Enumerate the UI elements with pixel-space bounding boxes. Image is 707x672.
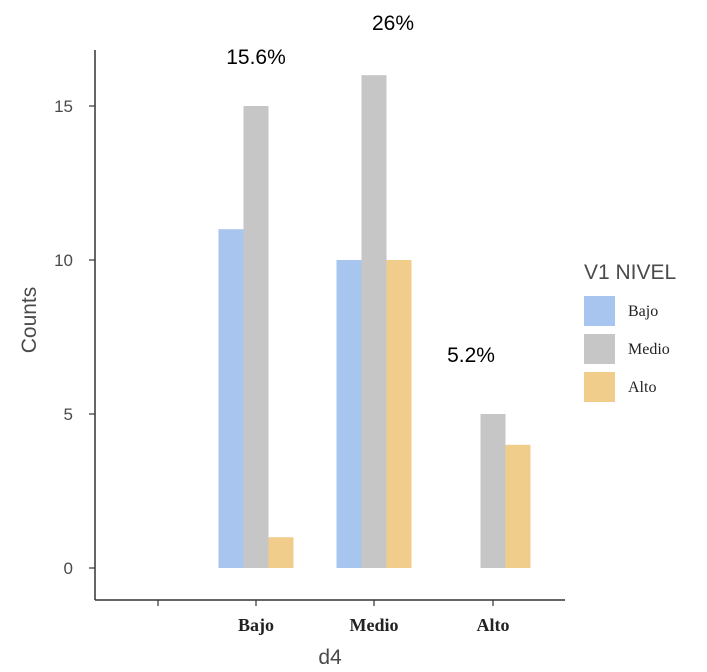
bar-alto-alto <box>505 444 531 568</box>
plot-area: 0 5 10 15 Bajo Medio Alto d4 Counts <box>18 50 565 669</box>
bar-medio-bajo <box>336 260 362 568</box>
x-tick-label: Alto <box>477 615 510 635</box>
percentage-label-medio: 26% <box>372 12 414 35</box>
y-axis-title: Counts <box>18 287 41 354</box>
y-tick-label: 10 <box>54 251 73 270</box>
bar-medio-alto <box>386 260 412 568</box>
x-tick-label: Bajo <box>238 615 274 635</box>
legend-title: V1 NIVEL <box>584 261 676 284</box>
percentage-label-bajo: 15.6% <box>226 46 286 69</box>
bar-medio-medio <box>361 75 387 568</box>
bar-alto-medio <box>480 414 506 568</box>
percentage-label-alto: 5.2% <box>447 344 495 367</box>
x-axis-title: d4 <box>318 646 342 669</box>
legend-swatch-bajo <box>584 296 615 326</box>
legend-label-bajo: Bajo <box>628 303 658 320</box>
bar-bajo-alto <box>268 537 294 568</box>
legend: V1 NIVEL Bajo Medio Alto <box>584 261 676 402</box>
x-tick-label: Medio <box>350 615 399 635</box>
y-tick-label: 0 <box>64 559 73 578</box>
legend-swatch-medio <box>584 334 615 364</box>
legend-label-alto: Alto <box>628 379 656 396</box>
bars-group <box>218 75 531 568</box>
legend-swatch-alto <box>584 372 615 402</box>
bar-bajo-bajo <box>218 229 244 568</box>
y-tick-label: 15 <box>54 97 73 116</box>
legend-label-medio: Medio <box>628 341 670 358</box>
y-tick-label: 5 <box>64 405 73 424</box>
bar-bajo-medio <box>243 106 269 568</box>
percentage-annotations: 15.6% 26% 5.2% <box>226 12 495 367</box>
